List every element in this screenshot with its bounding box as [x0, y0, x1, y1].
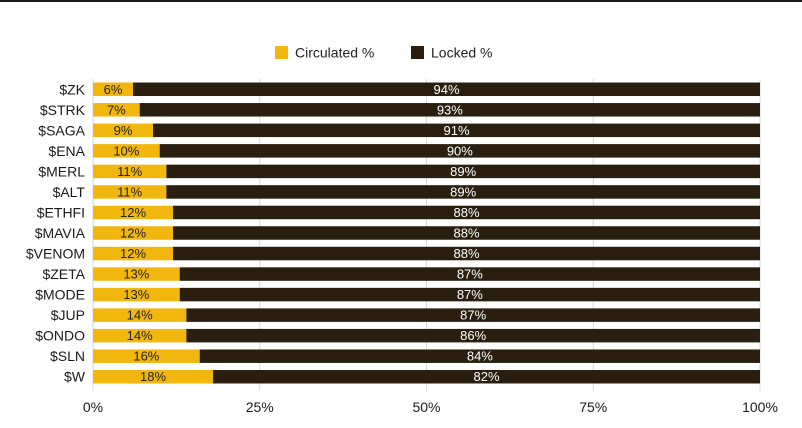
category-label: $ALT — [53, 184, 86, 200]
bar-circulated — [93, 82, 134, 97]
bar-locked — [199, 349, 761, 363]
category-label: $MERL — [38, 163, 85, 179]
bar-circulated — [93, 144, 160, 158]
x-tick-label: 0% — [83, 399, 103, 415]
bar-circulated — [93, 123, 154, 138]
data-label-locked: 89% — [450, 184, 476, 199]
data-label-circulated: 12% — [120, 246, 146, 261]
bar-locked — [153, 123, 760, 138]
data-label-locked: 87% — [457, 267, 483, 282]
bar-circulated — [93, 308, 187, 322]
data-label-locked: 89% — [450, 164, 476, 179]
data-label-circulated: 16% — [133, 349, 159, 364]
data-label-circulated: 12% — [120, 205, 146, 220]
legend-label: Locked % — [431, 45, 492, 61]
legend: Circulated % Locked % — [275, 45, 492, 61]
bar-circulated — [93, 103, 140, 117]
bar-circulated — [93, 205, 174, 220]
category-label: $VENOM — [26, 246, 85, 262]
data-label-circulated: 14% — [127, 328, 153, 343]
x-axis: 0% 25% 50% 75% 100% — [83, 399, 778, 415]
data-label-locked: 84% — [467, 349, 493, 364]
data-label-locked: 86% — [460, 328, 486, 343]
data-label-circulated: 12% — [120, 226, 146, 241]
bar-locked — [166, 164, 760, 179]
category-label: $ONDO — [35, 328, 85, 344]
bar-locked — [186, 328, 760, 343]
legend-swatch — [411, 46, 424, 59]
category-label: $STRK — [40, 102, 86, 118]
data-label-circulated: 11% — [117, 184, 142, 199]
x-tick-label: 100% — [742, 399, 778, 415]
bar-circulated — [93, 226, 174, 240]
bar-circulated — [93, 185, 167, 199]
data-label-circulated: 13% — [123, 287, 149, 302]
data-label-circulated: 13% — [123, 267, 149, 282]
category-label: $SAGA — [38, 122, 85, 138]
bar-locked — [159, 144, 760, 158]
bar-locked — [186, 308, 760, 322]
data-label-circulated: 6% — [104, 82, 123, 97]
bar-locked — [133, 82, 760, 97]
bar-locked — [166, 185, 760, 199]
x-tick-label: 75% — [579, 399, 607, 415]
bar-circulated — [93, 349, 200, 363]
bar-locked — [179, 267, 760, 281]
category-label: $MODE — [35, 287, 85, 303]
data-label-circulated: 18% — [140, 369, 166, 384]
x-tick-label: 50% — [412, 399, 440, 415]
category-label: $MAVIA — [35, 225, 86, 241]
data-label-locked: 87% — [460, 308, 486, 323]
bar-circulated — [93, 369, 214, 384]
category-label: $W — [64, 369, 86, 385]
bars-layer: 6% 94% 7% 93% 9% 91% 10% 90% 11% 89% 11% 89% 12% 88% 1… — [93, 82, 761, 384]
data-label-locked: 91% — [443, 123, 469, 138]
bar-locked — [179, 287, 760, 302]
bar-locked — [213, 369, 760, 384]
data-label-circulated: 10% — [113, 143, 139, 158]
bar-circulated — [93, 246, 174, 261]
data-label-circulated: 9% — [114, 123, 133, 138]
data-label-locked: 93% — [437, 102, 463, 117]
data-label-circulated: 14% — [127, 308, 153, 323]
data-label-locked: 90% — [447, 143, 473, 158]
category-label: $ENA — [48, 143, 85, 159]
bar-locked — [173, 226, 761, 240]
bar-locked — [139, 103, 760, 117]
category-label: $SLN — [50, 348, 85, 364]
data-label-circulated: 11% — [117, 164, 142, 179]
bar-circulated — [93, 164, 167, 179]
category-label: $ETHFI — [37, 204, 85, 220]
top-divider — [0, 0, 802, 2]
data-label-circulated: 7% — [107, 102, 126, 117]
data-label-locked: 82% — [474, 369, 500, 384]
data-label-locked: 88% — [454, 205, 480, 220]
data-label-locked: 94% — [433, 82, 459, 97]
category-axis: $ZK $STRK $SAGA $ENA $MERL $ALT $ETHFI $MAVIA $V… — [26, 81, 86, 384]
category-label: $ZETA — [42, 266, 85, 282]
data-label-locked: 87% — [457, 287, 483, 302]
category-label: $JUP — [51, 307, 85, 323]
legend-label: Circulated % — [295, 45, 374, 61]
legend-swatch — [275, 46, 288, 59]
data-label-locked: 88% — [454, 246, 480, 261]
bar-circulated — [93, 267, 180, 281]
bar-locked — [173, 205, 761, 220]
bar-circulated — [93, 328, 187, 343]
bar-locked — [173, 246, 761, 261]
data-label-locked: 88% — [454, 226, 480, 241]
x-tick-label: 25% — [246, 399, 274, 415]
category-label: $ZK — [59, 81, 85, 97]
bar-circulated — [93, 287, 180, 302]
